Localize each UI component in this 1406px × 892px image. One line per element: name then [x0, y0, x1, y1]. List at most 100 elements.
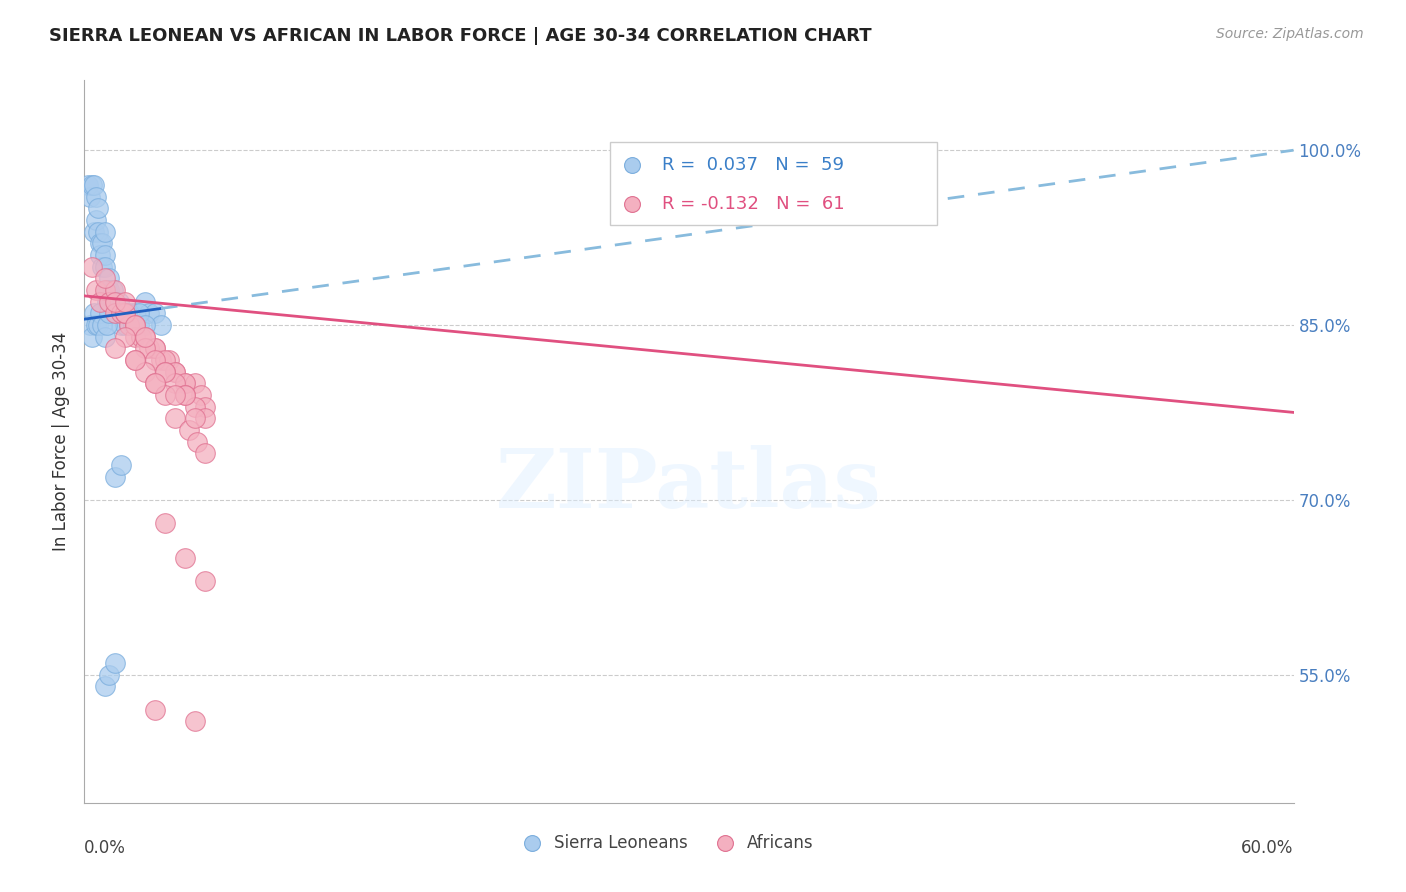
Point — [986, 280, 1008, 294]
Point — [149, 353, 172, 368]
Point — [194, 446, 217, 460]
Point — [153, 516, 176, 530]
Point — [86, 190, 108, 204]
Point — [86, 213, 108, 227]
Point — [104, 656, 127, 670]
Point — [124, 353, 146, 368]
Point — [93, 225, 115, 239]
Point — [165, 411, 187, 425]
Point — [165, 388, 187, 402]
Point — [96, 283, 118, 297]
Text: Sierra Leoneans: Sierra Leoneans — [554, 833, 688, 852]
Point — [120, 306, 142, 320]
Point — [104, 469, 127, 483]
Point — [165, 365, 187, 379]
Point — [143, 341, 166, 355]
Point — [104, 294, 127, 309]
Point — [190, 388, 212, 402]
Point — [124, 329, 146, 343]
Point — [153, 365, 176, 379]
Point — [986, 343, 1008, 357]
Point — [143, 376, 166, 391]
Point — [143, 376, 166, 391]
Point — [89, 236, 111, 251]
Point — [87, 225, 110, 239]
Point — [107, 294, 129, 309]
Point — [83, 225, 105, 239]
Point — [194, 400, 217, 414]
Point — [110, 306, 132, 320]
Point — [82, 178, 104, 193]
Text: R =  0.037   N =  59: R = 0.037 N = 59 — [662, 156, 845, 174]
Y-axis label: In Labor Force | Age 30-34: In Labor Force | Age 30-34 — [52, 332, 70, 551]
Point — [100, 306, 122, 320]
Point — [124, 318, 146, 332]
Point — [101, 294, 124, 309]
Point — [93, 329, 115, 343]
Point — [110, 458, 132, 472]
Point — [157, 353, 180, 368]
Point — [121, 318, 143, 332]
Point — [124, 306, 146, 320]
Point — [143, 702, 166, 716]
Point — [129, 329, 152, 343]
Point — [111, 306, 134, 320]
Point — [104, 341, 127, 355]
Point — [104, 283, 127, 297]
Point — [114, 318, 136, 332]
Point — [194, 574, 217, 589]
Point — [174, 376, 197, 391]
Point — [96, 294, 118, 309]
Point — [143, 306, 166, 320]
Point — [184, 376, 207, 391]
Text: SIERRA LEONEAN VS AFRICAN IN LABOR FORCE | AGE 30-34 CORRELATION CHART: SIERRA LEONEAN VS AFRICAN IN LABOR FORCE… — [49, 27, 872, 45]
Point — [118, 318, 141, 332]
Point — [138, 341, 160, 355]
Text: Africans: Africans — [747, 833, 814, 852]
Point — [114, 306, 136, 320]
Point — [89, 306, 111, 320]
Point — [165, 365, 187, 379]
Point — [96, 318, 118, 332]
Point — [128, 318, 150, 332]
Point — [115, 306, 138, 320]
Point — [82, 260, 104, 274]
Point — [82, 329, 104, 343]
Point — [97, 283, 120, 297]
Point — [174, 376, 197, 391]
Point — [134, 329, 156, 343]
Point — [91, 318, 114, 332]
Point — [104, 294, 127, 309]
Point — [89, 248, 111, 262]
Point — [114, 294, 136, 309]
Point — [87, 318, 110, 332]
Point — [128, 306, 150, 320]
Point — [115, 306, 138, 320]
Point — [184, 714, 207, 729]
Point — [138, 306, 160, 320]
Point — [114, 306, 136, 320]
Point — [89, 294, 111, 309]
Point — [114, 329, 136, 343]
Point — [97, 294, 120, 309]
FancyBboxPatch shape — [610, 142, 936, 225]
Point — [153, 388, 176, 402]
Point — [93, 679, 115, 693]
Point — [77, 178, 100, 193]
Point — [134, 341, 156, 355]
Point — [79, 318, 101, 332]
Point — [110, 318, 132, 332]
Point — [186, 434, 208, 449]
Point — [174, 388, 197, 402]
Point — [124, 353, 146, 368]
Point — [124, 318, 146, 332]
Text: 0.0%: 0.0% — [84, 838, 127, 857]
Point — [83, 178, 105, 193]
Text: Source: ZipAtlas.com: Source: ZipAtlas.com — [1216, 27, 1364, 41]
Point — [184, 411, 207, 425]
Point — [179, 423, 201, 437]
Point — [79, 190, 101, 204]
Point — [194, 411, 217, 425]
Point — [165, 376, 187, 391]
Text: ZIPatlas: ZIPatlas — [496, 445, 882, 524]
